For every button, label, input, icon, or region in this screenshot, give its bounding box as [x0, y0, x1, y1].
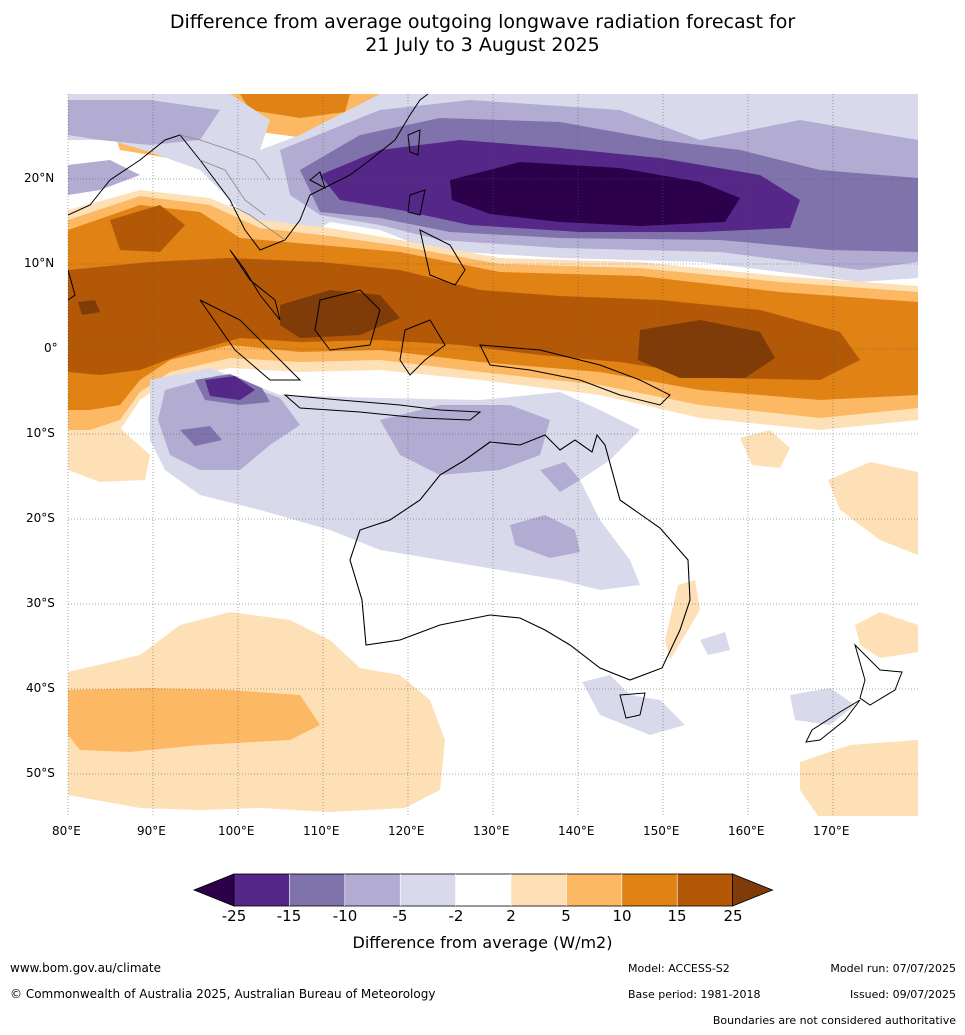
new-zealand-outline [805, 643, 903, 743]
map-title-line1: Difference from average outgoing longwav… [169, 11, 796, 33]
lon-tick-label: 90°E [137, 824, 166, 838]
colorbar-segment [566, 874, 622, 906]
lat-tick-label: 50°S [26, 766, 55, 780]
colorbar-tick-label: -15 [276, 907, 302, 925]
lat-tick-label: 30°S [26, 596, 55, 610]
colorbar [192, 873, 774, 907]
base-period: Base period: 1981-2018 [628, 988, 761, 1001]
colorbar-segment [511, 874, 567, 906]
anomaly-core-strongest-negative [450, 162, 740, 226]
issued-date: Issued: 09/07/2025 [849, 988, 956, 1001]
lon-tick-label: 80°E [52, 824, 81, 838]
lon-tick-label: 170°E [813, 824, 850, 838]
model-name: Model: ACCESS-S2 [628, 962, 730, 975]
lat-tick-label: 40°S [26, 681, 55, 695]
map-gridlines [67, 94, 918, 816]
colorbar-tick-label: -10 [332, 907, 358, 925]
lat-tick-label: 10°S [26, 426, 55, 440]
lon-tick-label: 160°E [728, 824, 765, 838]
colorbar-segment [234, 874, 290, 906]
colorbar-outline [233, 873, 734, 907]
colorbar-title: Difference from average (W/m2) [352, 933, 613, 952]
lon-tick-label: 130°E [473, 824, 510, 838]
colorbar-tick-label: 25 [723, 907, 743, 925]
country-borders [179, 134, 286, 241]
anomaly-core-strongest-positive [78, 290, 775, 378]
tasmania-outline [619, 692, 646, 719]
anomaly-band-mid-orange-south [68, 688, 320, 752]
lon-tick-label: 120°E [388, 824, 425, 838]
colorbar-tick-label: -25 [221, 907, 247, 925]
colorbar-segment [289, 874, 345, 906]
colorbar-tick-label: 10 [612, 907, 632, 925]
colorbar-segment [621, 874, 678, 906]
lat-tick-label: 20°N [24, 171, 55, 185]
colorbar-tick-label: 2 [506, 907, 516, 925]
boundaries-note: Boundaries are not considered authoritat… [712, 1014, 956, 1027]
australia-outline [349, 433, 691, 681]
lat-tick-label: 0° [44, 341, 58, 355]
colorbar-tick-label: 15 [667, 907, 687, 925]
lat-tick-label: 10°N [24, 256, 55, 270]
colorbar-segment [400, 874, 456, 906]
lat-tick-label: 20°S [26, 511, 55, 525]
lon-tick-label: 100°E [218, 824, 255, 838]
lon-tick-label: 110°E [303, 824, 340, 838]
colorbar-tick-label: -2 [448, 907, 464, 925]
colorbar-tick-label: 5 [561, 907, 571, 925]
map-title-line2: 21 July to 3 August 2025 [365, 34, 600, 56]
lon-tick-label: 140°E [558, 824, 595, 838]
website-link[interactable]: www.bom.gov.au/climate [10, 961, 161, 975]
colorbar-segment [455, 874, 511, 906]
colorbar-extend-high [732, 873, 774, 907]
lon-tick-label: 150°E [643, 824, 680, 838]
colorbar-segment [344, 874, 401, 906]
colorbar-extend-low [192, 873, 235, 907]
copyright-text: © Commonwealth of Australia 2025, Austra… [10, 987, 436, 1001]
asia-coastlines [68, 94, 671, 421]
model-run-date: Model run: 07/07/2025 [830, 962, 956, 975]
colorbar-segment [677, 874, 733, 906]
colorbar-tick-label: -5 [392, 907, 408, 925]
